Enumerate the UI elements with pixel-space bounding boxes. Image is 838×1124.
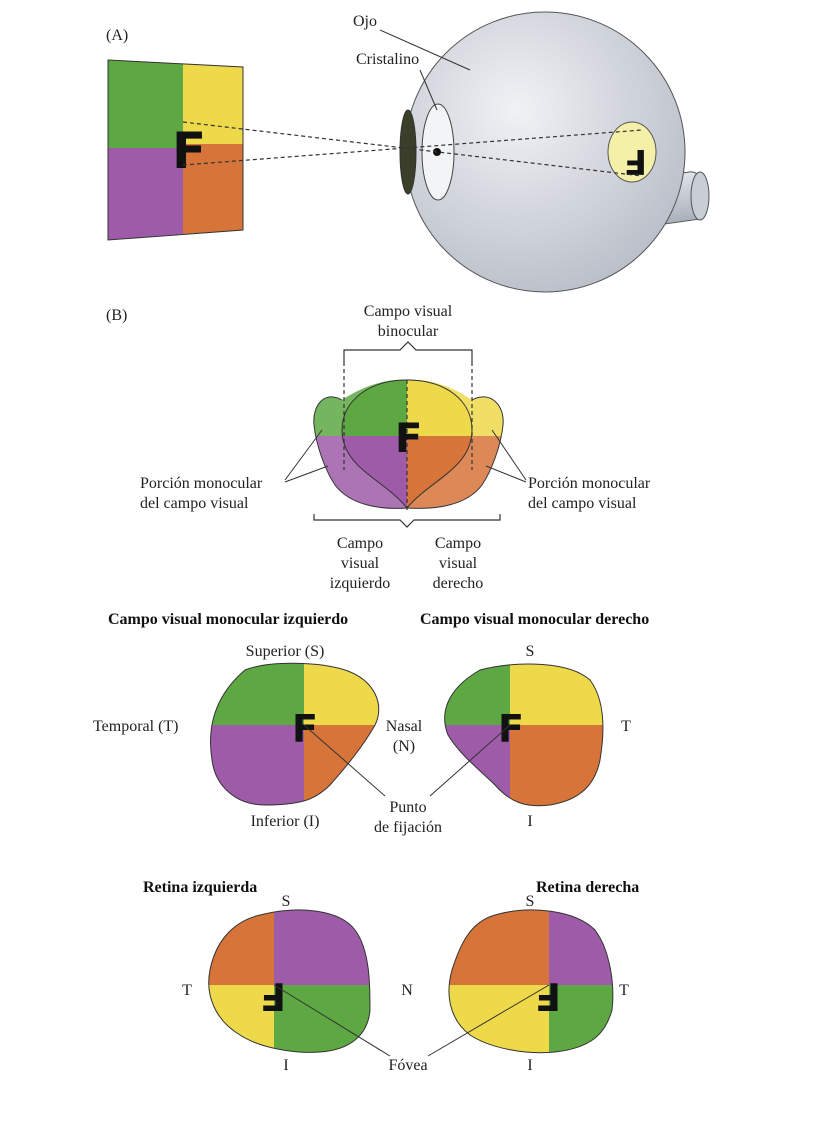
projection-ray-top	[182, 121, 643, 177]
inferior-label: Inferior (I)	[251, 813, 320, 830]
scene-purple-quadrant	[108, 148, 183, 240]
fovea-label: Fóvea	[388, 1057, 427, 1074]
panel-a-tag: (A)	[106, 27, 128, 44]
left-eye-outline	[313, 396, 408, 509]
retina-right-i-label: I	[527, 1057, 532, 1074]
scene-letter: F	[172, 122, 206, 180]
mono-right-yellow	[510, 664, 603, 725]
temporal-label: Temporal (T)	[93, 718, 179, 735]
fovea-pointer-right	[427, 984, 550, 1057]
mono-right-outline	[444, 663, 604, 807]
scene-image: F	[107, 59, 244, 241]
eyeball: F	[399, 11, 710, 293]
right-field-label-line2: visual	[439, 555, 478, 572]
retina-left-s-label: S	[282, 893, 291, 910]
superior-label: Superior (S)	[246, 643, 325, 660]
mono-right-pointer-b	[485, 465, 527, 483]
mono-left-green	[210, 663, 304, 725]
retina-left-purple	[274, 910, 370, 985]
mono-right-i-label: I	[527, 813, 532, 830]
scene-orange-quadrant	[183, 144, 243, 234]
mono-left-letter: F	[292, 707, 318, 751]
retina-left-title: Retina izquierda	[143, 879, 257, 896]
fixation-label-line2: de fijación	[374, 819, 442, 836]
scene-outline	[107, 59, 244, 241]
retinal-image-letter: F	[624, 141, 647, 181]
cristalino-pointer	[419, 69, 438, 111]
retina-left-green	[274, 985, 370, 1053]
cristalino-label: Cristalino	[356, 51, 419, 68]
left-retina: F	[208, 909, 371, 1053]
mono-right-pointer-a	[491, 429, 527, 481]
nasal-label-line1: Nasal	[386, 718, 423, 735]
retina-left-i-label: I	[283, 1057, 288, 1074]
retina-left-orange	[208, 910, 274, 985]
mono-right-s-label: S	[526, 643, 535, 660]
mono-left-pointer-a	[284, 429, 323, 481]
right-field-label-line3: derecho	[433, 575, 484, 592]
mono-right-label-line1: Porción monocular	[528, 475, 651, 492]
retina-right-purple	[549, 910, 613, 985]
combined-visual-field: F	[313, 362, 504, 510]
retina-n-label: N	[401, 982, 413, 999]
left-field-label-line2: visual	[341, 555, 380, 572]
retina-left-letter: F	[260, 974, 286, 1018]
left-field-label-line3: izquierdo	[330, 575, 390, 592]
retina-left-outline	[208, 909, 371, 1053]
retina-left-t-label: T	[182, 982, 192, 999]
mono-right-label-line2: del campo visual	[528, 495, 637, 512]
mono-right-letter: F	[498, 707, 524, 751]
binocular-label-line2: binocular	[378, 323, 439, 340]
mono-left-pointer-b	[284, 465, 329, 483]
mono-left-label-line2: del campo visual	[140, 495, 249, 512]
retina-right-letter: F	[535, 974, 561, 1018]
retina-right-yellow	[449, 985, 549, 1053]
mono-right-title: Campo visual monocular derecho	[420, 611, 649, 628]
left-monocular-field: F	[210, 662, 380, 806]
cornea	[399, 109, 417, 195]
retina-right-orange	[449, 910, 549, 985]
right-field-label-line1: Campo	[435, 535, 481, 552]
mono-left-outline	[210, 662, 380, 806]
retina-right-outline	[448, 909, 614, 1054]
right-monocular-field: F	[444, 663, 604, 807]
ojo-pointer	[379, 29, 471, 71]
binocular-label-line1: Campo visual	[364, 303, 453, 320]
retinal-image-spot	[607, 121, 657, 183]
fovea-pointer-left	[273, 984, 391, 1057]
optic-nerve-end	[690, 171, 710, 221]
scene-green-quadrant	[108, 60, 183, 148]
panel-b-tag: (B)	[106, 307, 127, 324]
combined-letter: F	[395, 416, 422, 462]
retina-right-s-label: S	[526, 893, 535, 910]
nasal-label-line2: (N)	[393, 738, 415, 755]
retina-right-title: Retina derecha	[536, 879, 639, 896]
mono-left-title: Campo visual monocular izquierdo	[108, 611, 348, 628]
fixation-label-line1: Punto	[389, 799, 426, 816]
fixation-pointer-left	[303, 724, 386, 797]
mono-left-label-line1: Porción monocular	[140, 475, 263, 492]
ojo-label: Ojo	[353, 13, 377, 30]
right-retina: F	[448, 909, 614, 1054]
right-eye-outline	[406, 396, 504, 509]
mono-left-purple	[210, 725, 304, 805]
retina-right-t-label: T	[619, 982, 629, 999]
binocular-bracket	[343, 341, 473, 362]
left-field-bracket	[313, 514, 501, 528]
mono-right-t-label: T	[621, 718, 631, 735]
left-field-label-line1: Campo	[337, 535, 383, 552]
mono-right-orange	[510, 725, 603, 806]
fixation-pointer-right	[429, 724, 511, 797]
